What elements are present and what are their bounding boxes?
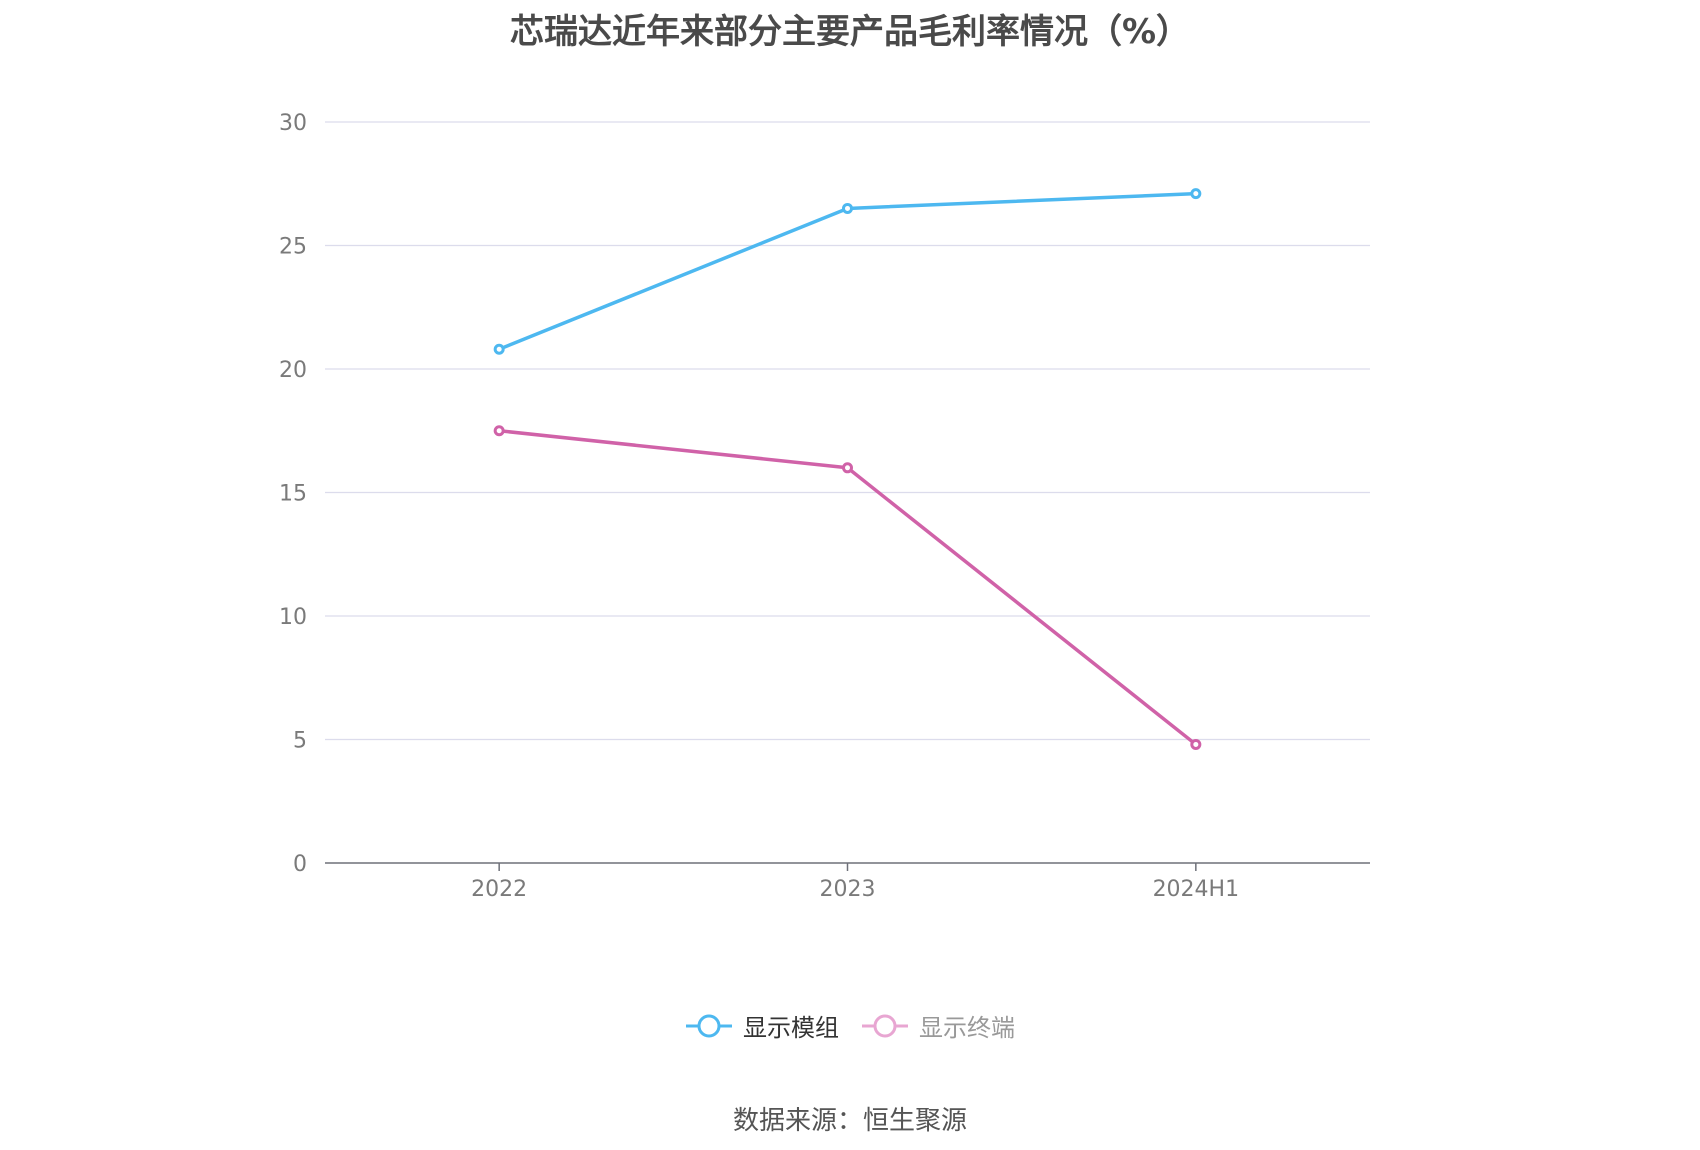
y-tick-label: 20 [279,358,307,383]
data-point[interactable] [842,202,853,214]
data-point[interactable] [842,462,853,474]
x-axis-tick-labels: 2022 2023 2024H1 [471,877,1239,902]
y-axis-tick-labels: 0 5 10 15 20 25 30 [279,111,307,877]
series-2 [493,425,1202,750]
y-tick-label: 5 [293,729,307,754]
legend-item-series-2[interactable]: 显示终端 [861,1008,1015,1043]
legend-label: 显示模组 [743,1014,839,1042]
x-axis [325,862,1370,871]
series-line [498,429,1197,746]
x-tick-label: 2023 [820,877,876,902]
legend: 显示模组 显示终端 [0,1008,1700,1043]
legend-label: 显示终端 [919,1014,1015,1042]
data-point[interactable] [493,425,505,437]
y-tick-label: 10 [279,605,307,630]
gridlines [325,121,1370,741]
y-tick-label: 30 [279,111,307,136]
legend-line-marker-icon [686,1014,732,1037]
x-tick-label: 2024H1 [1153,877,1240,902]
data-point[interactable] [1190,188,1202,200]
legend-item-series-1[interactable]: 显示模组 [685,1008,839,1043]
series-1 [493,188,1202,355]
data-point[interactable] [493,343,505,355]
y-tick-label: 15 [279,482,307,507]
series-lines [493,188,1202,750]
legend-line-marker-icon [862,1014,908,1037]
y-tick-label: 0 [293,852,307,877]
series-line [498,191,1196,351]
x-tick-label: 2022 [471,877,527,902]
y-tick-label: 25 [279,235,307,260]
data-point[interactable] [1190,738,1202,750]
chart-title: 芯瑞达近年来部分主要产品毛利率情况（%） [509,12,1191,52]
source-note: 数据来源：恒生聚源 [732,1106,967,1136]
